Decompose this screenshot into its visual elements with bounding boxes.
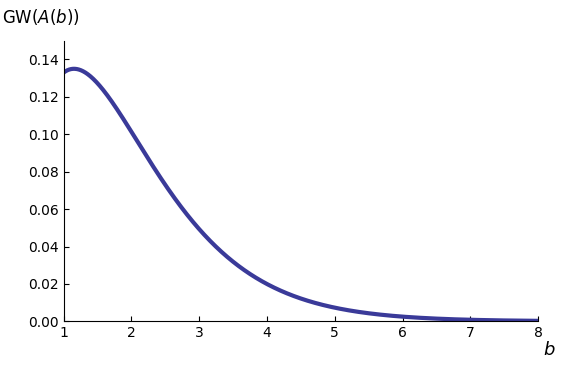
Text: $b$: $b$ — [543, 341, 555, 359]
Text: $\mathrm{GW}(A(b))$: $\mathrm{GW}(A(b))$ — [2, 7, 80, 27]
